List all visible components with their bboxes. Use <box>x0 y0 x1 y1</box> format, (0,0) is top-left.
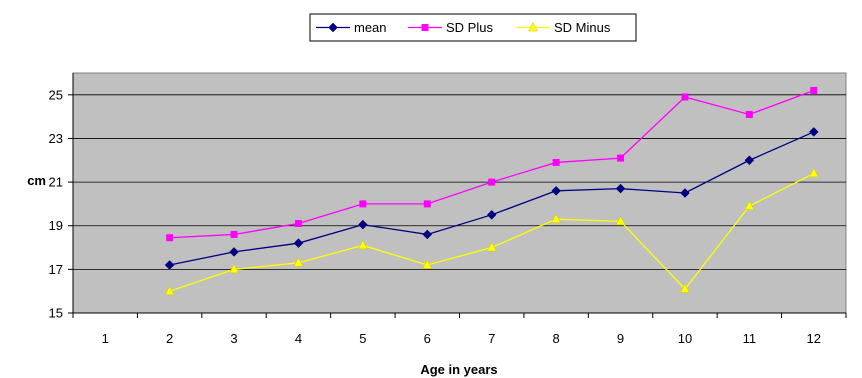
y-tick-label: 19 <box>49 218 63 233</box>
data-point-mean <box>615 183 626 194</box>
y-tick-label: 23 <box>49 131 63 146</box>
legend: mean SD Plus SD Minus <box>309 13 637 42</box>
data-point-mean <box>422 229 433 240</box>
data-point-sd-plus <box>617 154 625 162</box>
gridlines <box>73 94 846 270</box>
x-tick-label: 9 <box>617 331 624 346</box>
x-tick-label: 11 <box>743 331 757 346</box>
data-point-mean <box>229 247 239 257</box>
data-point-sd-plus <box>230 230 238 238</box>
x-tick-label: 6 <box>424 331 431 346</box>
data-point-sd-minus <box>486 242 497 252</box>
x-tick-label: 5 <box>359 331 366 346</box>
data-point-sd-minus <box>744 200 755 210</box>
legend-label-sd-plus: SD Plus <box>446 20 493 35</box>
data-point-sd-plus <box>294 220 302 228</box>
data-point-mean <box>293 238 304 249</box>
x-axis-title: Age in years <box>420 362 497 377</box>
data-point-sd-plus <box>359 200 367 208</box>
data-point-sd-plus <box>681 93 689 101</box>
y-tick-label: 15 <box>49 306 63 321</box>
series-layer <box>164 86 819 295</box>
data-point-mean <box>680 188 690 198</box>
data-point-sd-plus <box>810 86 818 94</box>
data-point-mean <box>164 260 175 270</box>
x-tick-label: 8 <box>553 331 560 346</box>
x-tick-label: 12 <box>807 331 821 346</box>
x-tick-label: 4 <box>295 331 302 346</box>
legend-marker-sd-minus <box>528 21 538 32</box>
x-tick-label: 1 <box>102 331 109 346</box>
x-tick-label: 2 <box>166 331 173 346</box>
data-point-sd-minus <box>357 239 368 250</box>
legend-label-sd-minus: SD Minus <box>554 20 611 35</box>
x-tick-label: 10 <box>678 331 692 346</box>
legend-box <box>309 13 637 42</box>
y-axis-title: cm <box>27 173 46 188</box>
data-point-sd-minus <box>551 213 562 223</box>
data-point-sd-minus <box>293 257 304 267</box>
data-point-sd-plus <box>166 234 174 242</box>
series-mean <box>164 127 819 270</box>
legend-label-mean: mean <box>354 20 387 35</box>
legend-marker-mean <box>328 22 338 33</box>
data-point-sd-plus <box>552 158 560 166</box>
data-point-mean <box>808 127 819 137</box>
series-sd-plus <box>166 86 818 242</box>
y-axis: 15 17 19 21 23 25 <box>49 73 74 321</box>
data-point-sd-minus <box>680 283 690 293</box>
data-point-sd-minus <box>808 167 819 178</box>
series-sd-minus <box>164 167 819 295</box>
y-tick-label: 25 <box>49 87 63 102</box>
data-point-sd-minus <box>615 215 626 226</box>
x-tick-label: 7 <box>488 331 495 346</box>
data-point-mean <box>486 209 497 220</box>
legend-marker-sd-plus <box>421 24 429 31</box>
y-tick-label: 17 <box>49 262 63 277</box>
x-tick-label: 3 <box>230 331 237 346</box>
data-point-sd-minus <box>422 259 433 269</box>
data-point-sd-minus <box>229 263 239 274</box>
data-point-mean <box>358 219 368 230</box>
data-point-sd-minus <box>164 285 175 295</box>
data-point-mean <box>744 155 755 166</box>
data-point-mean <box>551 185 561 196</box>
data-point-sd-plus <box>745 110 753 118</box>
y-tick-label: 21 <box>49 175 63 190</box>
data-point-sd-plus <box>488 178 496 186</box>
data-point-sd-plus <box>423 200 431 208</box>
x-axis: 1 2 3 4 5 6 7 8 9 10 11 12 <box>72 312 847 346</box>
